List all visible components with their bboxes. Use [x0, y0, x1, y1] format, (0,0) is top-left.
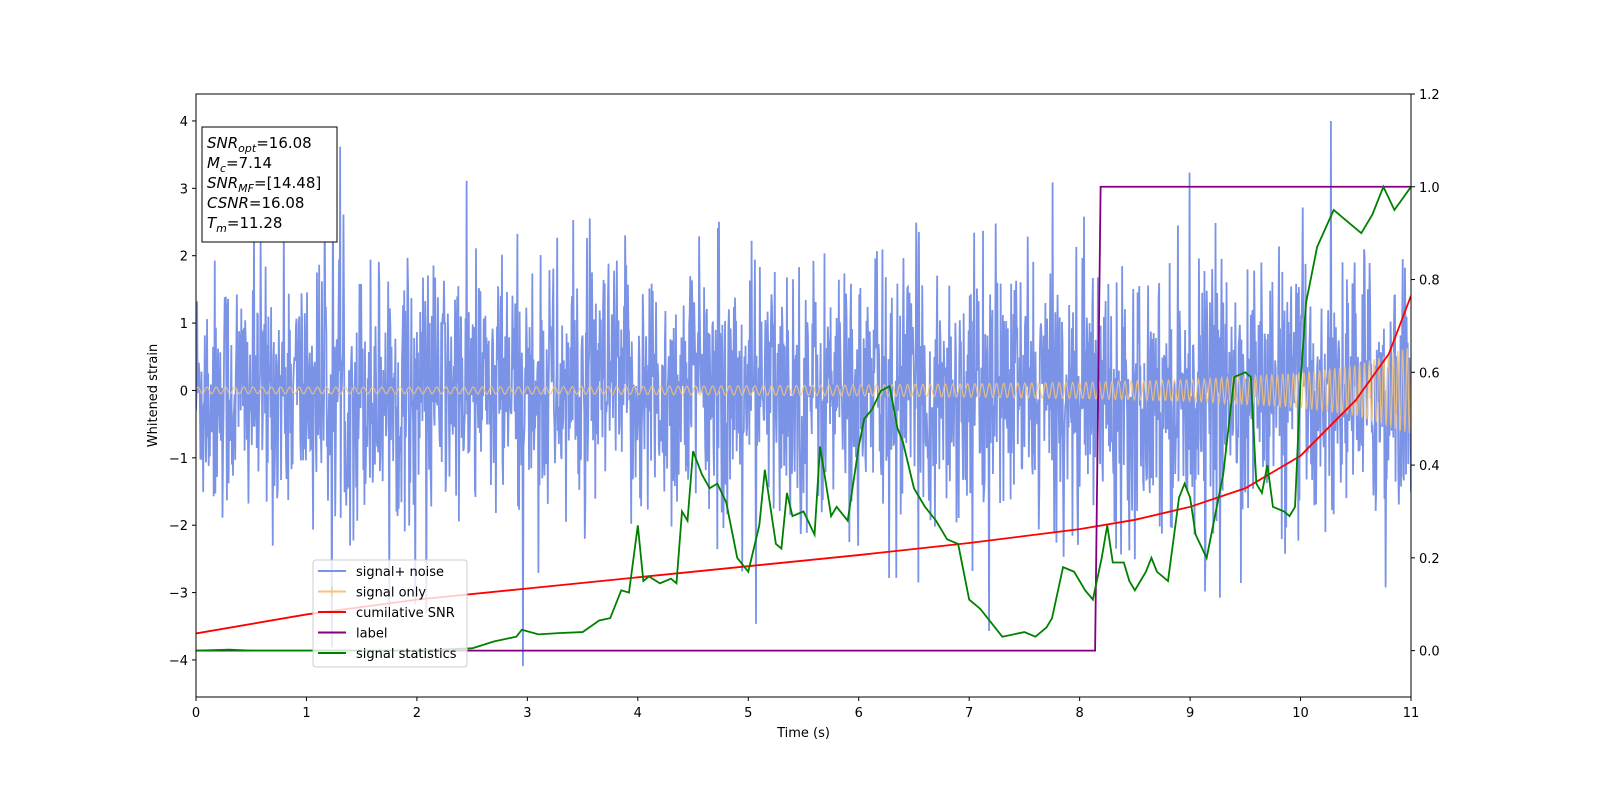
annotation-frame — [201, 126, 338, 243]
legend-frame — [312, 559, 468, 668]
y-tick-label-right: 1.2 — [1419, 88, 1440, 103]
y-tick-label-left: −2 — [169, 519, 188, 534]
y-tick-label-left: 2 — [180, 250, 188, 265]
series-line-cumulative-snr — [196, 295, 1411, 635]
x-tick-label: 9 — [1186, 706, 1194, 721]
legend-label: label — [356, 627, 387, 642]
y-tick-label-left: −4 — [169, 654, 188, 669]
x-tick-label: 6 — [855, 706, 863, 721]
plot-area — [196, 120, 1411, 667]
x-tick-label: 2 — [413, 706, 421, 721]
y-tick-label-right: 0.8 — [1419, 274, 1440, 289]
y-tick-label-left: 4 — [180, 115, 188, 130]
x-tick-label: 10 — [1292, 706, 1309, 721]
legend: signal+ noise signal only cumilative SNR la… — [312, 559, 468, 668]
x-tick-label: 4 — [634, 706, 642, 721]
y-tick-label-right: 0.4 — [1419, 459, 1440, 474]
x-tick-label: 8 — [1075, 706, 1083, 721]
legend-label: signal statistics — [356, 647, 457, 662]
plot-frame — [195, 93, 1412, 698]
x-tick-label: 0 — [192, 706, 200, 721]
x-tick-label: 11 — [1403, 706, 1420, 721]
y-tick-label-right: 1.0 — [1419, 181, 1440, 196]
y-tick-label-left: 0 — [180, 384, 188, 399]
x-tick-label: 3 — [523, 706, 531, 721]
legend-label: cumilative SNR — [356, 606, 455, 621]
y-tick-label-left: 1 — [180, 317, 188, 332]
legend-label: signal only — [356, 586, 426, 601]
x-tick-label: 1 — [302, 706, 310, 721]
annotation-line: CSNR=16.08 — [207, 194, 304, 212]
y-tick-label-left: −1 — [169, 452, 188, 467]
annotation-line: Tm=11.28 — [207, 214, 282, 235]
series-line-signal-only — [196, 348, 1411, 434]
annotation-line: SNRMF=[14.48] — [207, 174, 321, 195]
annotation-line: SNRopt=16.08 — [207, 134, 312, 155]
y-axis-label: Whitened strain — [146, 344, 161, 447]
y-tick-label-right: 0.2 — [1419, 552, 1440, 567]
y-tick-label-left: 3 — [180, 182, 188, 197]
axes-ticks: 0 1 2 3 4 5 6 7 8 9 10 1143210−1−2−3−41.21.00.80.60… — [169, 88, 1440, 721]
x-tick-label: 5 — [744, 706, 752, 721]
y-tick-label-left: −3 — [169, 587, 188, 602]
annotation-line: Mc=7.14 — [207, 154, 272, 175]
x-axis-label: Time (s) — [776, 726, 830, 741]
y-tick-label-right: 0.0 — [1419, 645, 1440, 660]
series-line-label — [196, 185, 1411, 652]
annotation-box: SNRopt=16.08Mc=7.14SNRMF=[14.48]CSNR=16.… — [201, 126, 338, 243]
y-tick-label-right: 0.6 — [1419, 366, 1440, 381]
x-tick-label: 7 — [965, 706, 973, 721]
legend-label: signal+ noise — [356, 565, 444, 580]
series-line-signal-statistics — [196, 184, 1411, 652]
